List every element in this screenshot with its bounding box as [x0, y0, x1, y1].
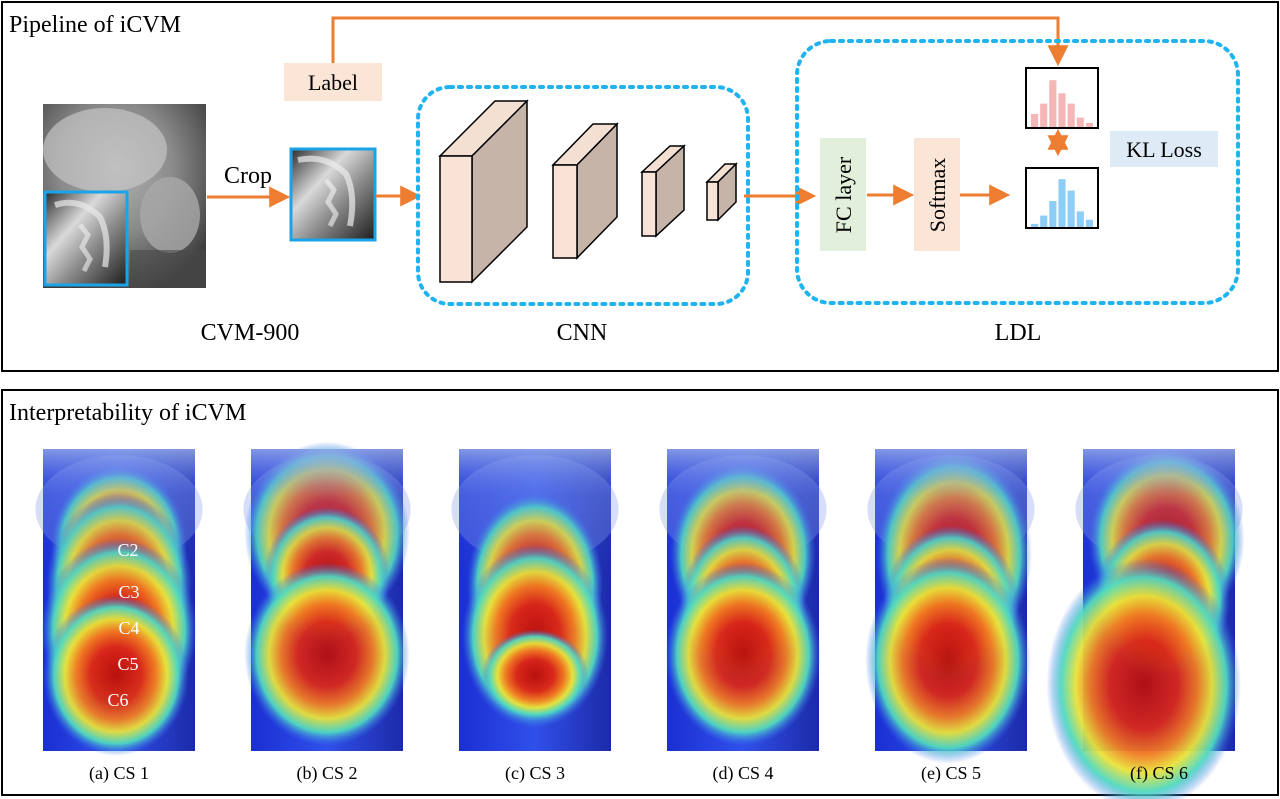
crop-region — [43, 190, 129, 287]
heat-region — [244, 562, 410, 747]
pipeline-title: Pipeline of iCVM — [9, 12, 181, 38]
vertebra-label: C2 — [117, 540, 138, 560]
dataset-caption: CVM-900 — [201, 320, 300, 346]
vertebra-labels: C2 C3 C4 C5 C6 — [107, 540, 139, 710]
histogram-bar — [1040, 215, 1048, 227]
softmax-text: Softmax — [925, 158, 950, 233]
cnn-block-1 — [438, 99, 529, 284]
heat-region — [43, 595, 189, 756]
fc-layer-text: FC layer — [831, 156, 856, 233]
predicted-distribution-bars — [1031, 179, 1093, 227]
label-distribution — [1025, 67, 1099, 129]
heatmap-caption: (c) CS 3 — [505, 763, 565, 784]
heat-region — [481, 629, 589, 722]
vertebra-label: C5 — [117, 654, 138, 674]
cnn-region — [416, 85, 750, 306]
heatmap-panel: (c) CS 3 — [451, 449, 619, 784]
kl-loss-text: KL Loss — [1126, 137, 1202, 162]
fc-layer-box — [820, 138, 866, 251]
source-cephalogram — [43, 104, 206, 288]
cropped-image — [289, 147, 377, 242]
heatmap-panel: (b) CS 2 — [243, 441, 411, 784]
heatmap-panel: (e) CS 5 — [865, 449, 1035, 784]
heatmap-caption: (d) CS 4 — [712, 763, 773, 784]
interpretability-title: Interpretability of iCVM — [9, 400, 246, 426]
heatmap-caption: (e) CS 5 — [921, 763, 981, 784]
heatmap-panel: (f) CS 6 — [1046, 447, 1245, 799]
crop-label: Crop — [224, 163, 272, 189]
ldl-region — [795, 39, 1240, 305]
vertebra-label: C3 — [118, 582, 139, 602]
label-distribution-bars — [1031, 80, 1093, 127]
histogram-bar — [1049, 201, 1057, 227]
cnn-caption: CNN — [557, 320, 608, 346]
heatmap-caption: (a) CS 1 — [89, 763, 149, 784]
histogram-bar — [1076, 211, 1084, 227]
heat-region — [665, 562, 821, 747]
interpretability-panel: Interpretability of iCVM (a) CS 1 (b) CS … — [1, 389, 1279, 799]
heatmap-caption: (b) CS 2 — [296, 763, 357, 784]
histogram-bar — [1067, 103, 1075, 127]
label-box-text: Label — [308, 70, 358, 95]
histogram-bar — [1058, 93, 1066, 127]
histogram-bar — [1085, 122, 1093, 127]
histogram-bar — [1031, 114, 1039, 127]
histogram-bar — [1085, 219, 1093, 227]
histogram-bar — [1049, 80, 1057, 127]
heatmap-panel: (d) CS 4 — [659, 449, 827, 784]
heat-region — [865, 557, 1031, 764]
histogram-bar — [1067, 190, 1075, 227]
kl-loss-box — [1110, 131, 1218, 167]
softmax-box — [914, 138, 960, 251]
label-box — [284, 63, 382, 101]
predicted-distribution — [1025, 167, 1099, 229]
vertebra-label: C6 — [107, 690, 128, 710]
cnn-block-2 — [551, 122, 619, 260]
cnn-block-3 — [640, 144, 686, 238]
heat-region — [1046, 558, 1242, 799]
cnn-block-4 — [705, 162, 738, 222]
cnn-layers — [438, 99, 738, 284]
heatmap-panel: (a) CS 1 — [35, 449, 203, 784]
heatmap-panels: (a) CS 1 (b) CS 2 (c) CS 3 (d) CS 4 (e) CS 5… — [35, 441, 1245, 799]
heatmap-caption: (f) CS 6 — [1130, 763, 1188, 784]
histogram-bar — [1058, 179, 1066, 227]
histogram-bar — [1040, 103, 1048, 127]
vertebra-label: C4 — [118, 618, 139, 638]
histogram-bar — [1031, 223, 1039, 227]
ldl-caption: LDL — [995, 320, 1042, 346]
pipeline-panel: Pipeline of iCVM Crop Lab — [1, 1, 1279, 372]
histogram-bar — [1076, 117, 1084, 127]
